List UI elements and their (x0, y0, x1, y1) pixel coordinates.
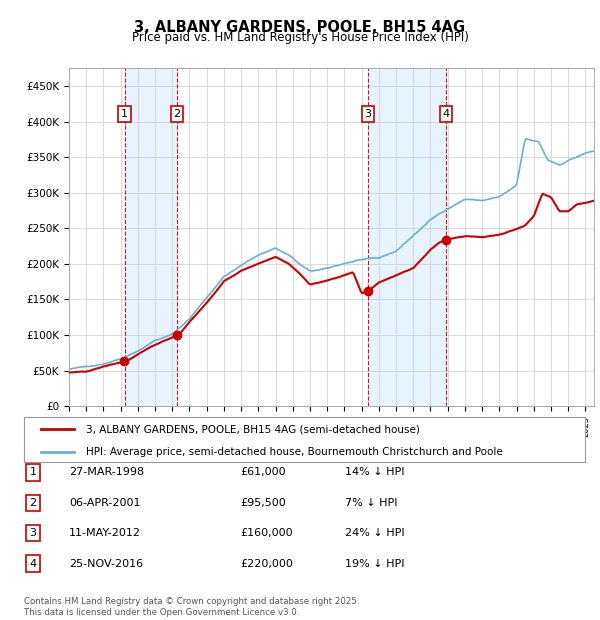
Text: 7% ↓ HPI: 7% ↓ HPI (345, 498, 398, 508)
Text: 3: 3 (364, 109, 371, 119)
Text: £220,000: £220,000 (240, 559, 293, 569)
Text: 4: 4 (29, 559, 37, 569)
Text: £61,000: £61,000 (240, 467, 286, 477)
Text: 27-MAR-1998: 27-MAR-1998 (69, 467, 144, 477)
Text: 3, ALBANY GARDENS, POOLE, BH15 4AG (semi-detached house): 3, ALBANY GARDENS, POOLE, BH15 4AG (semi… (86, 424, 419, 435)
Bar (368, 68, 446, 406)
Text: 4: 4 (442, 109, 449, 119)
Bar (125, 68, 177, 406)
Text: £95,500: £95,500 (240, 498, 286, 508)
Text: 2: 2 (29, 498, 37, 508)
Text: 1: 1 (29, 467, 37, 477)
Text: 11-MAY-2012: 11-MAY-2012 (69, 528, 141, 538)
Text: 24% ↓ HPI: 24% ↓ HPI (345, 528, 404, 538)
Text: Price paid vs. HM Land Registry's House Price Index (HPI): Price paid vs. HM Land Registry's House … (131, 31, 469, 44)
Text: 3: 3 (29, 528, 37, 538)
Text: HPI: Average price, semi-detached house, Bournemouth Christchurch and Poole: HPI: Average price, semi-detached house,… (86, 447, 502, 457)
Text: £160,000: £160,000 (240, 528, 293, 538)
Text: 14% ↓ HPI: 14% ↓ HPI (345, 467, 404, 477)
Text: 2: 2 (173, 109, 181, 119)
Text: 3, ALBANY GARDENS, POOLE, BH15 4AG: 3, ALBANY GARDENS, POOLE, BH15 4AG (134, 20, 466, 35)
Text: 1: 1 (121, 109, 128, 119)
Text: 19% ↓ HPI: 19% ↓ HPI (345, 559, 404, 569)
Text: 25-NOV-2016: 25-NOV-2016 (69, 559, 143, 569)
Text: Contains HM Land Registry data © Crown copyright and database right 2025.
This d: Contains HM Land Registry data © Crown c… (24, 598, 359, 617)
Text: 06-APR-2001: 06-APR-2001 (69, 498, 140, 508)
